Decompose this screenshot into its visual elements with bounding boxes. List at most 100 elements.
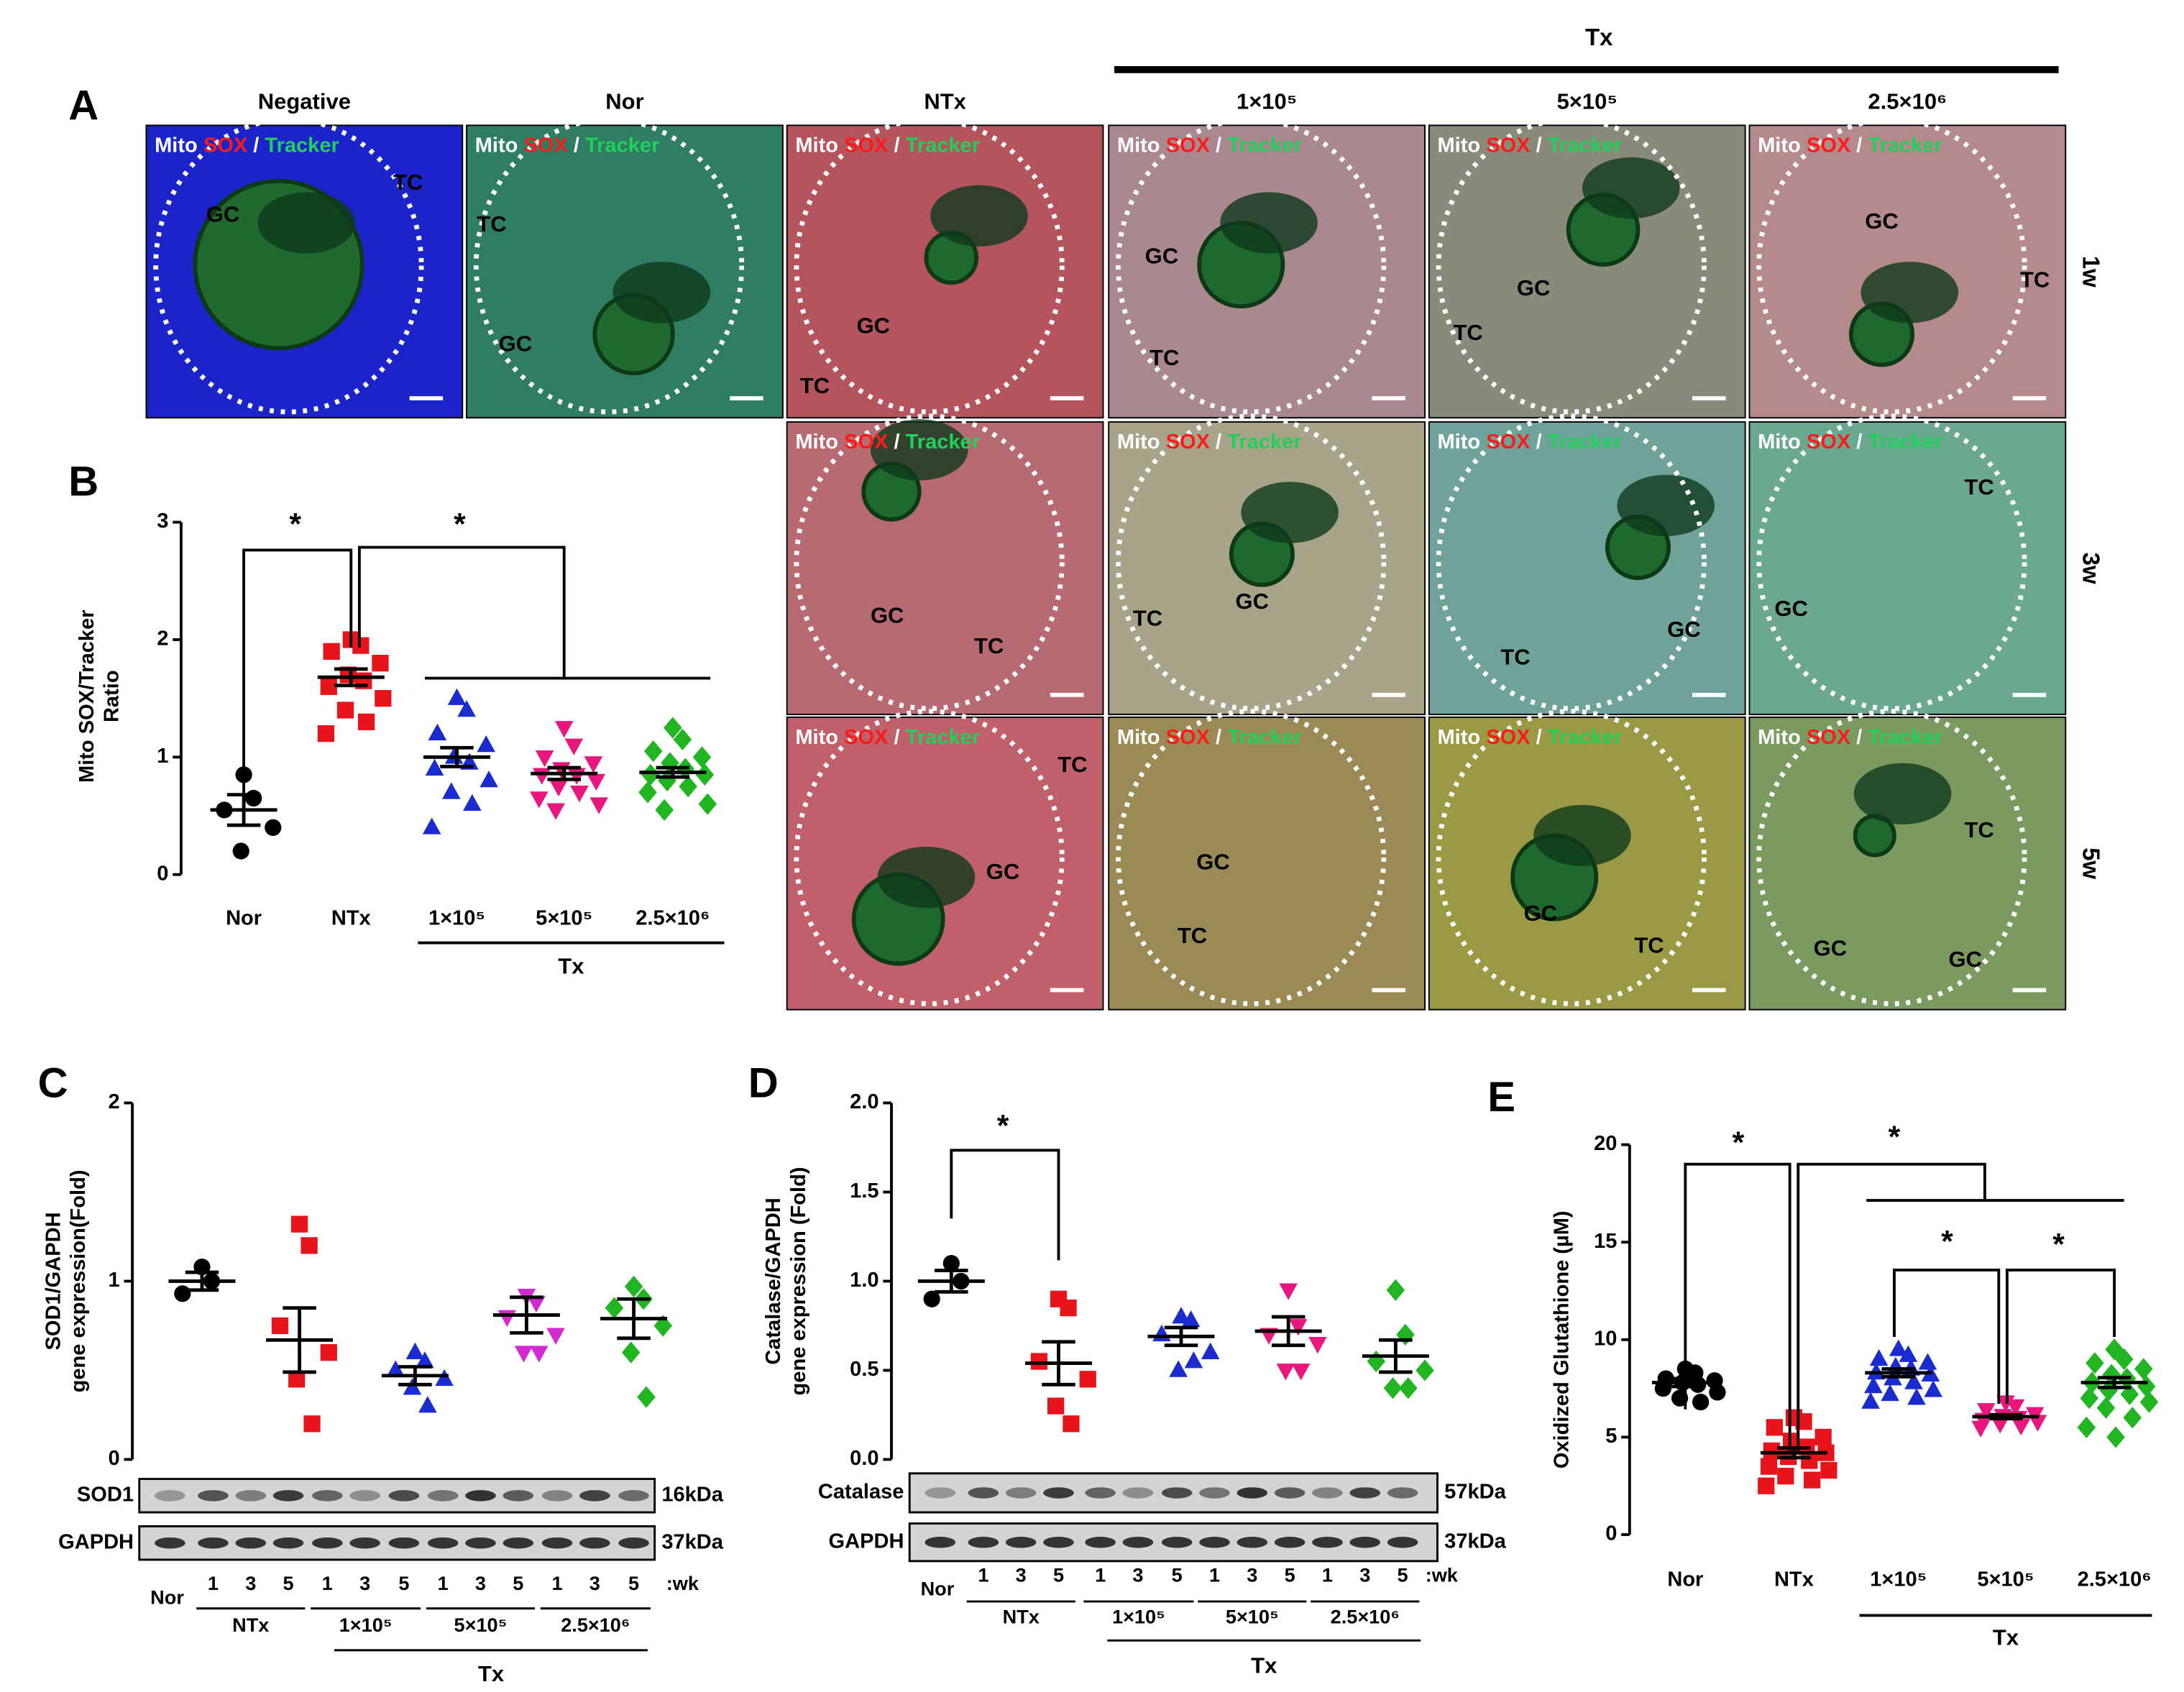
data-point (1881, 1384, 1899, 1402)
region-label: GC (1145, 244, 1178, 269)
blot-band (1043, 1536, 1074, 1548)
x-tick-label: 2.5×10⁶ (636, 906, 710, 929)
stain-part: Tracker (1227, 134, 1301, 157)
lane-unit: :wk (666, 1572, 699, 1594)
blot-band (1236, 1536, 1268, 1548)
sem-bar (1881, 1367, 1916, 1379)
y-tick-label: 1 (157, 745, 168, 768)
stain-label: Mito SOX / Tracker (1437, 726, 1622, 749)
region-label: TC (1150, 345, 1179, 370)
follicle-boundary (1116, 709, 1387, 1006)
data-point (692, 746, 712, 768)
data-point (1079, 1371, 1096, 1388)
blot-band (1349, 1536, 1381, 1548)
micrograph: Mito SOX / Tracker TC GC (1748, 413, 2067, 715)
data-point (1276, 1364, 1295, 1381)
column-label: Negative (258, 89, 351, 114)
data-point (375, 690, 392, 707)
sem-bar (1042, 1340, 1075, 1387)
region-label: GC (1236, 589, 1269, 614)
stain-part: / (888, 134, 905, 157)
sem-bar (2097, 1376, 2132, 1389)
significance-bracket (2005, 1269, 2116, 1404)
data-point (1308, 1336, 1327, 1354)
blot-size-label: 37kDa (661, 1530, 723, 1553)
y-axis-label: Catalase/GAPDH (762, 1197, 785, 1364)
data-point (457, 700, 476, 717)
lane-label: 3 (245, 1572, 256, 1594)
data-point (441, 782, 461, 799)
data-point (527, 1295, 546, 1313)
stain-part: Tracker (1548, 726, 1622, 749)
panel-letter: C (38, 1060, 68, 1107)
data-point (1692, 1393, 1710, 1411)
tx-header: Tx (1585, 24, 1613, 50)
follicle-boundary (1756, 709, 2027, 1006)
data-point (554, 721, 574, 738)
region-label: GC (1667, 617, 1700, 642)
data-point (549, 779, 568, 797)
stain-part: / (1210, 431, 1227, 454)
data-point (405, 1342, 425, 1359)
data-point (584, 756, 603, 773)
data-point (463, 794, 482, 811)
lane-label: 5 (513, 1572, 523, 1594)
blot-band (312, 1490, 343, 1502)
data-point (1047, 1397, 1065, 1415)
stain-part: / (247, 134, 265, 157)
blot-band (503, 1490, 534, 1502)
lane-group-label: 2.5×10⁶ (1331, 1605, 1400, 1627)
region-label: GC (1524, 901, 1557, 926)
data-point (1924, 1380, 1943, 1397)
significance-star: * (289, 507, 301, 542)
data-point (1804, 1471, 1821, 1489)
blot-band (427, 1490, 459, 1502)
stain-part: SOX (523, 134, 568, 157)
y-tick-label: 0.5 (850, 1358, 878, 1381)
blot-band (349, 1490, 380, 1502)
micrograph: Mito SOX / Tracker TC GC GC (1748, 709, 2067, 1011)
x-tick-label: 2.5×10⁶ (2078, 1568, 2152, 1591)
data-point (1063, 1415, 1080, 1433)
stain-part: Mito (1437, 134, 1486, 157)
data-point (320, 1344, 337, 1361)
data-point (1820, 1461, 1837, 1479)
lane-label: 3 (475, 1572, 486, 1594)
y-tick-label: 10 (1594, 1327, 1617, 1350)
data-point (300, 1237, 318, 1254)
lane-group-label: 5×10⁵ (1226, 1605, 1279, 1627)
lane-group-label: 1×10⁵ (339, 1614, 393, 1636)
region-label: GC (1774, 596, 1807, 621)
data-point (1367, 1350, 1386, 1373)
follicle-boundary (153, 116, 424, 415)
blot-band (465, 1490, 496, 1502)
stain-part: Tracker (1868, 134, 1942, 157)
lane-label: 1 (978, 1563, 988, 1586)
blot-band (968, 1536, 999, 1548)
data-point (290, 1215, 308, 1233)
antrum (1533, 804, 1631, 867)
x-tick-label: Nor (226, 906, 262, 929)
stain-part: / (1531, 726, 1548, 749)
data-point (323, 643, 340, 660)
data-point (1991, 1417, 2010, 1434)
blot-band (1161, 1487, 1193, 1499)
antrum (877, 846, 976, 909)
stain-part: Mito (795, 431, 844, 454)
micrograph: Mito SOX / Tracker GC TC (1748, 116, 2067, 419)
blot-band (618, 1490, 649, 1502)
micrograph-image (1428, 124, 1746, 419)
data-point (1971, 1420, 1990, 1438)
data-point (372, 654, 389, 672)
y-tick-label: 2.0 (850, 1090, 878, 1113)
data-point (2006, 1399, 2025, 1416)
micrograph: Mito SOX / Tracker GC TC (786, 413, 1104, 715)
stain-part: Mito (1117, 431, 1166, 454)
row-label: 5w (2078, 847, 2105, 879)
data-point (530, 791, 549, 809)
data-point (2028, 1415, 2047, 1432)
region-label: GC (1814, 936, 1847, 961)
region-label: TC (1964, 817, 1993, 842)
region-label: GC (1865, 208, 1898, 234)
blot-band (541, 1537, 573, 1549)
